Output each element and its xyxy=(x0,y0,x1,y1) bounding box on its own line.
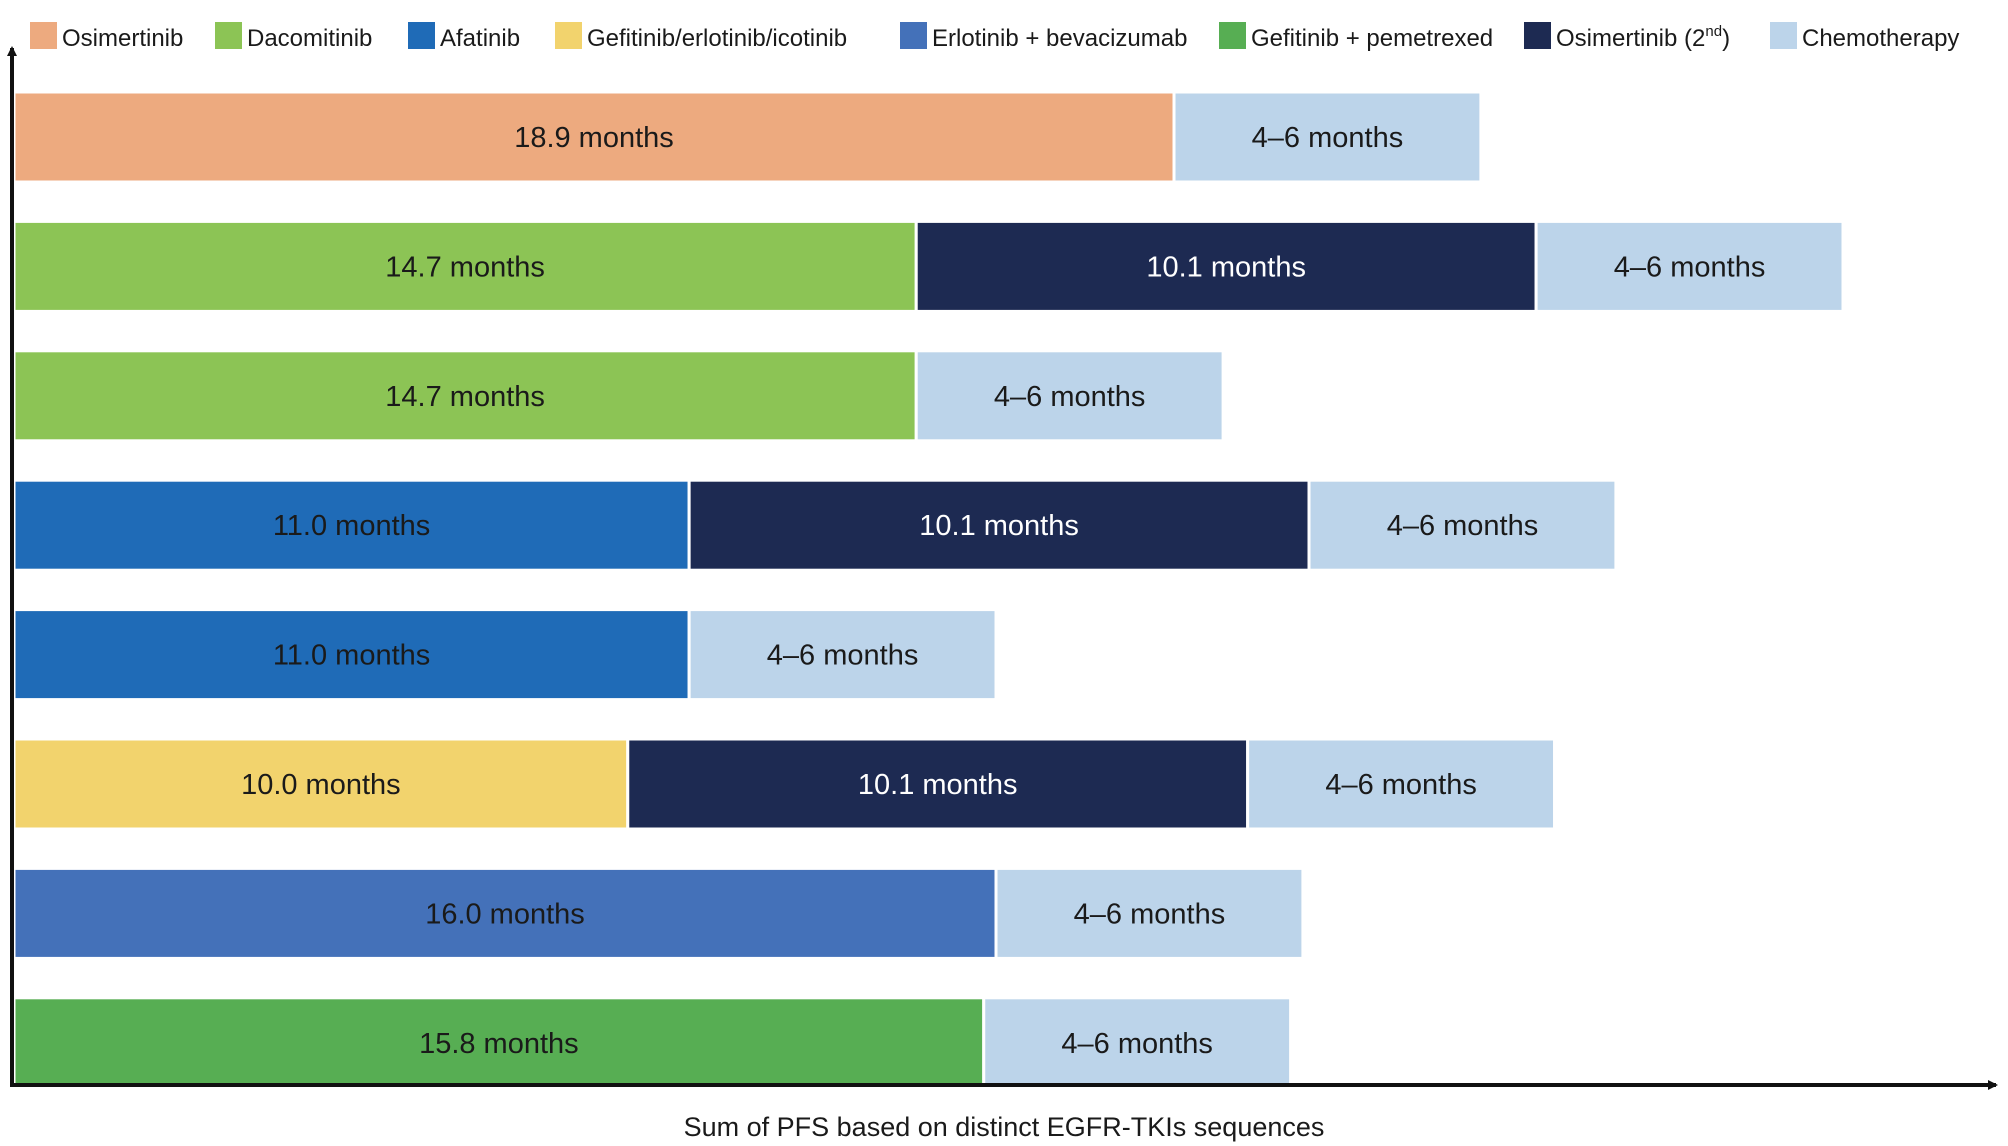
bar-segment-label: 4–6 months xyxy=(767,640,919,672)
legend-label: Afatinib xyxy=(440,25,520,52)
bar-segment-label: 14.7 months xyxy=(385,381,545,413)
bar-row-8: 15.8 months 4–6 months xyxy=(12,996,1293,1090)
bars: 18.9 months 4–6 months 14.7 months 10.1 mon… xyxy=(12,90,1845,1090)
bar-segment-label: 10.1 months xyxy=(1146,251,1306,283)
legend-label: Gefitinib/erlotinib/icotinib xyxy=(587,25,847,52)
legend-label: Erlotinib + bevacizumab xyxy=(932,25,1187,52)
legend: Osimertinib Dacomitinib Afatinib Gefitinib/… xyxy=(30,22,1959,52)
legend-item-chemotherapy: Chemotherapy xyxy=(1770,22,1959,52)
bar-segment-osimertinib_2nd xyxy=(687,478,1311,572)
bar-segment-label: 4–6 months xyxy=(994,381,1146,413)
bar-row-1: 18.9 months 4–6 months xyxy=(12,90,1483,184)
bar-segment-label: 16.0 months xyxy=(425,898,585,930)
legend-swatch xyxy=(215,22,242,49)
bar-segment-label: 10.1 months xyxy=(858,769,1018,801)
bar-segment-label: 18.9 months xyxy=(514,122,674,154)
legend-label: Dacomitinib xyxy=(247,25,372,52)
legend-item-osimertinib: Osimertinib xyxy=(30,22,183,52)
legend-label: Chemotherapy xyxy=(1802,25,1959,52)
bar-segment-dacomitinib xyxy=(12,219,918,313)
x-axis-title: Sum of PFS based on distinct EGFR-TKIs s… xyxy=(684,1112,1325,1142)
bar-segment-label: 11.0 months xyxy=(273,510,430,542)
legend-label: Osimertinib (2nd) xyxy=(1556,23,1730,52)
bar-segment-label: 11.0 months xyxy=(273,640,430,672)
bar-segment-chemotherapy xyxy=(1307,478,1618,572)
bar-segment-chemotherapy xyxy=(1246,737,1557,831)
bar-segment-osimertinib xyxy=(12,90,1176,184)
bar-segment-label: 4–6 months xyxy=(1387,510,1539,542)
legend-swatch xyxy=(555,22,582,49)
bar-row-7: 16.0 months 4–6 months xyxy=(12,866,1305,960)
bar-row-6: 10.0 months 10.1 months 4–6 months xyxy=(12,737,1557,831)
legend-swatch xyxy=(1219,22,1246,49)
bar-segment-label: 10.1 months xyxy=(919,510,1079,542)
bar-segment-chemotherapy xyxy=(1172,90,1483,184)
legend-swatch xyxy=(900,22,927,49)
bar-segment-label: 10.0 months xyxy=(241,769,401,801)
legend-swatch xyxy=(1524,22,1551,49)
bar-segment-label: 4–6 months xyxy=(1614,251,1766,283)
bar-segment-label: 15.8 months xyxy=(419,1028,579,1060)
bar-row-5: 11.0 months 4–6 months xyxy=(12,608,998,702)
bar-segment-chemotherapy xyxy=(914,349,1225,443)
bar-segment-chemotherapy xyxy=(1534,219,1845,313)
legend-item-erl_bev: Erlotinib + bevacizumab xyxy=(900,22,1187,52)
bar-segment-label: 14.7 months xyxy=(385,251,545,283)
bar-row-2: 14.7 months 10.1 months 4–6 months xyxy=(12,219,1845,313)
legend-item-gef_pem: Gefitinib + pemetrexed xyxy=(1219,22,1493,52)
bar-segment-label: 4–6 months xyxy=(1074,898,1226,930)
bar-segment-gef_erl_ico xyxy=(12,737,630,831)
bar-segment-osimertinib_2nd xyxy=(626,737,1250,831)
legend-swatch xyxy=(30,22,57,49)
legend-item-gef_erl_ico: Gefitinib/erlotinib/icotinib xyxy=(555,22,847,52)
legend-item-afatinib: Afatinib xyxy=(408,22,520,52)
legend-label: Osimertinib xyxy=(62,25,183,52)
axes xyxy=(6,46,1998,1090)
legend-item-osimertinib_2nd: Osimertinib (2nd) xyxy=(1524,22,1730,52)
bar-row-4: 11.0 months 10.1 months 4–6 months xyxy=(12,478,1618,572)
legend-item-dacomitinib: Dacomitinib xyxy=(215,22,372,52)
bar-segment-label: 4–6 months xyxy=(1252,122,1404,154)
legend-label: Gefitinib + pemetrexed xyxy=(1251,25,1493,52)
bar-row-3: 14.7 months 4–6 months xyxy=(12,349,1225,443)
bar-segment-label: 4–6 months xyxy=(1061,1028,1213,1060)
legend-swatch xyxy=(1770,22,1797,49)
legend-swatch xyxy=(408,22,435,49)
bar-segment-chemotherapy xyxy=(994,866,1305,960)
bar-segment-chemotherapy xyxy=(982,996,1293,1090)
bar-segment-label: 4–6 months xyxy=(1325,769,1477,801)
bar-segment-chemotherapy xyxy=(687,608,998,702)
